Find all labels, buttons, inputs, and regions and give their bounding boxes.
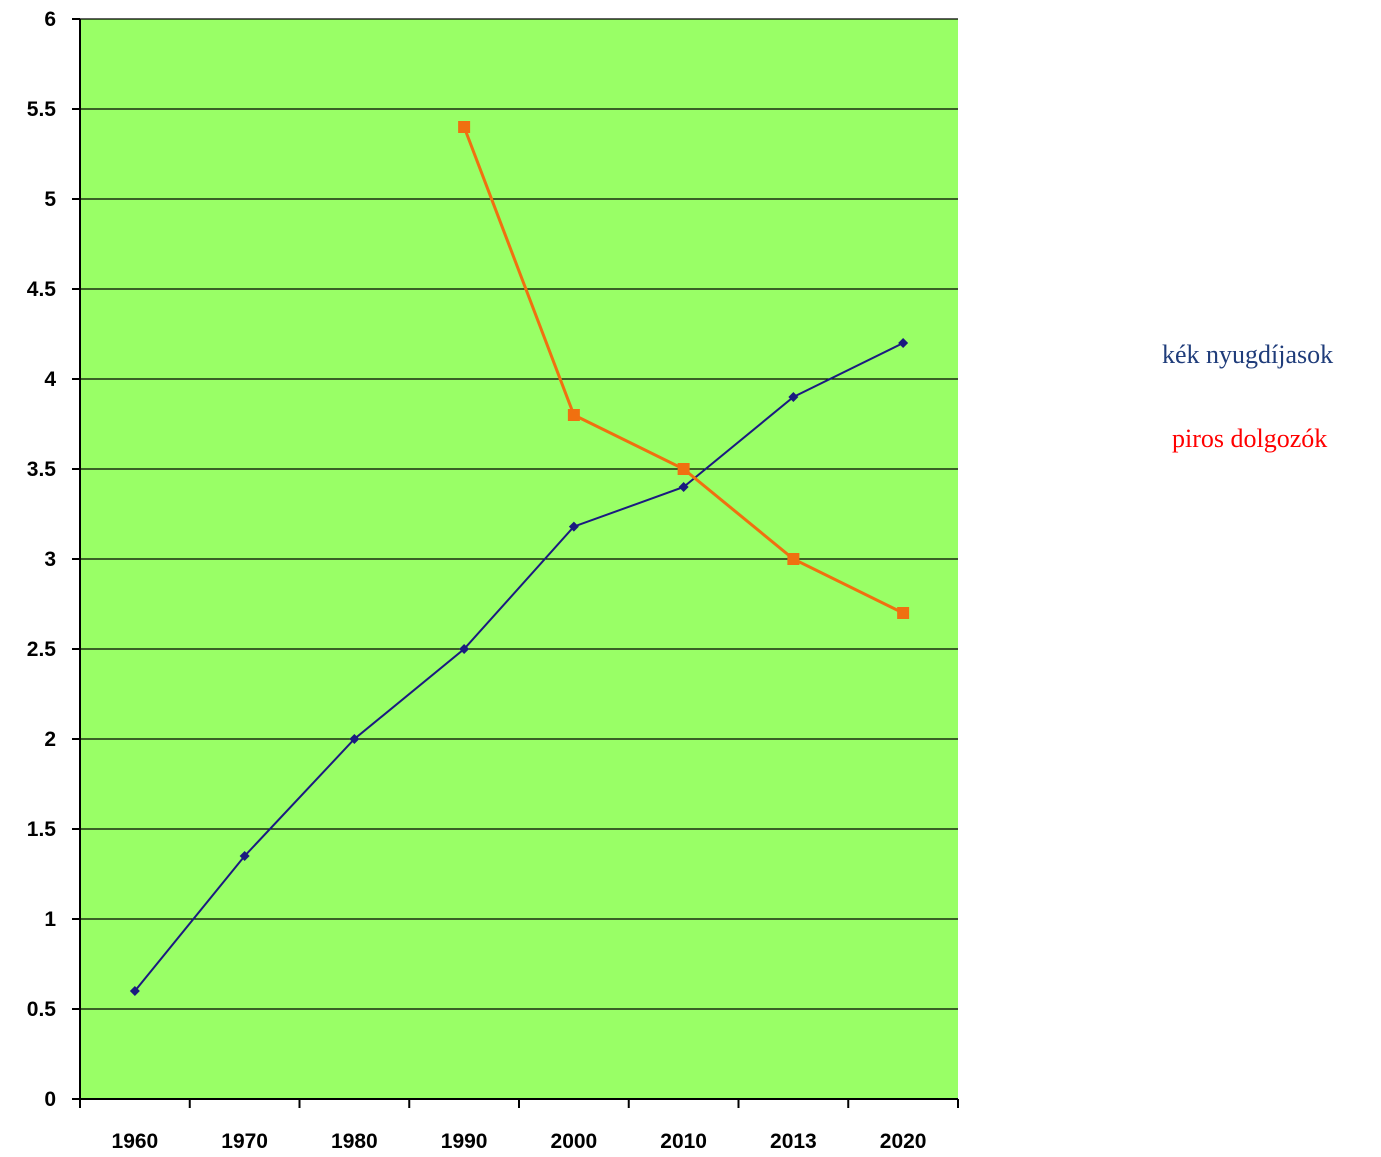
data-point-blue — [239, 851, 250, 861]
data-point-orange — [458, 121, 471, 133]
y-tick-label: 2.5 — [27, 638, 57, 661]
y-tick-label: 2 — [44, 728, 56, 751]
y-tick-label: 5.5 — [27, 98, 57, 121]
x-tick-label: 2013 — [770, 1130, 817, 1153]
legend-entry-red: piros dolgozók — [1172, 424, 1328, 453]
data-point-blue — [678, 482, 689, 492]
data-point-orange — [677, 463, 690, 475]
x-tick-label: 2010 — [660, 1130, 707, 1153]
y-tick-label: 0.5 — [27, 998, 57, 1021]
x-tick-label: 2020 — [880, 1130, 927, 1153]
data-point-orange — [567, 409, 580, 421]
y-tick-label: 1.5 — [27, 818, 57, 841]
x-tick-label: 1960 — [112, 1130, 159, 1153]
data-point-blue — [788, 392, 799, 402]
x-axis-ticks: 1960 1970 1980 1990 2000 2010 2013 2020 — [79, 1099, 959, 1153]
x-tick-label: 1970 — [221, 1130, 268, 1153]
y-axis-ticks: 0 0.5 1 1.5 2 2.5 3 3.5 4 4.5 5 5.5 6 — [27, 8, 80, 1111]
y-tick-label: 4 — [44, 368, 56, 391]
grid-lines — [80, 18, 958, 1010]
data-point-blue — [349, 734, 360, 744]
x-tick-label: 1980 — [331, 1130, 378, 1153]
y-tick-label: 5 — [44, 188, 56, 211]
x-tick-label: 1990 — [441, 1130, 488, 1153]
y-tick-label: 0 — [44, 1088, 56, 1111]
data-point-blue — [129, 986, 140, 996]
x-tick-label: 2000 — [551, 1130, 598, 1153]
data-point-orange — [897, 607, 910, 619]
legend-entry-blue: kék nyugdíjasok — [1162, 340, 1334, 369]
y-tick-label: 1 — [44, 908, 56, 931]
data-point-blue — [568, 521, 579, 532]
data-point-blue — [459, 644, 470, 654]
y-tick-label: 6 — [44, 8, 56, 31]
y-tick-label: 3 — [44, 548, 56, 571]
series-group — [129, 121, 910, 996]
data-point-orange — [787, 553, 800, 565]
data-point-blue — [898, 338, 909, 348]
series-line-blue — [134, 342, 904, 992]
y-tick-label: 3.5 — [27, 458, 57, 481]
y-tick-label: 4.5 — [27, 278, 57, 301]
